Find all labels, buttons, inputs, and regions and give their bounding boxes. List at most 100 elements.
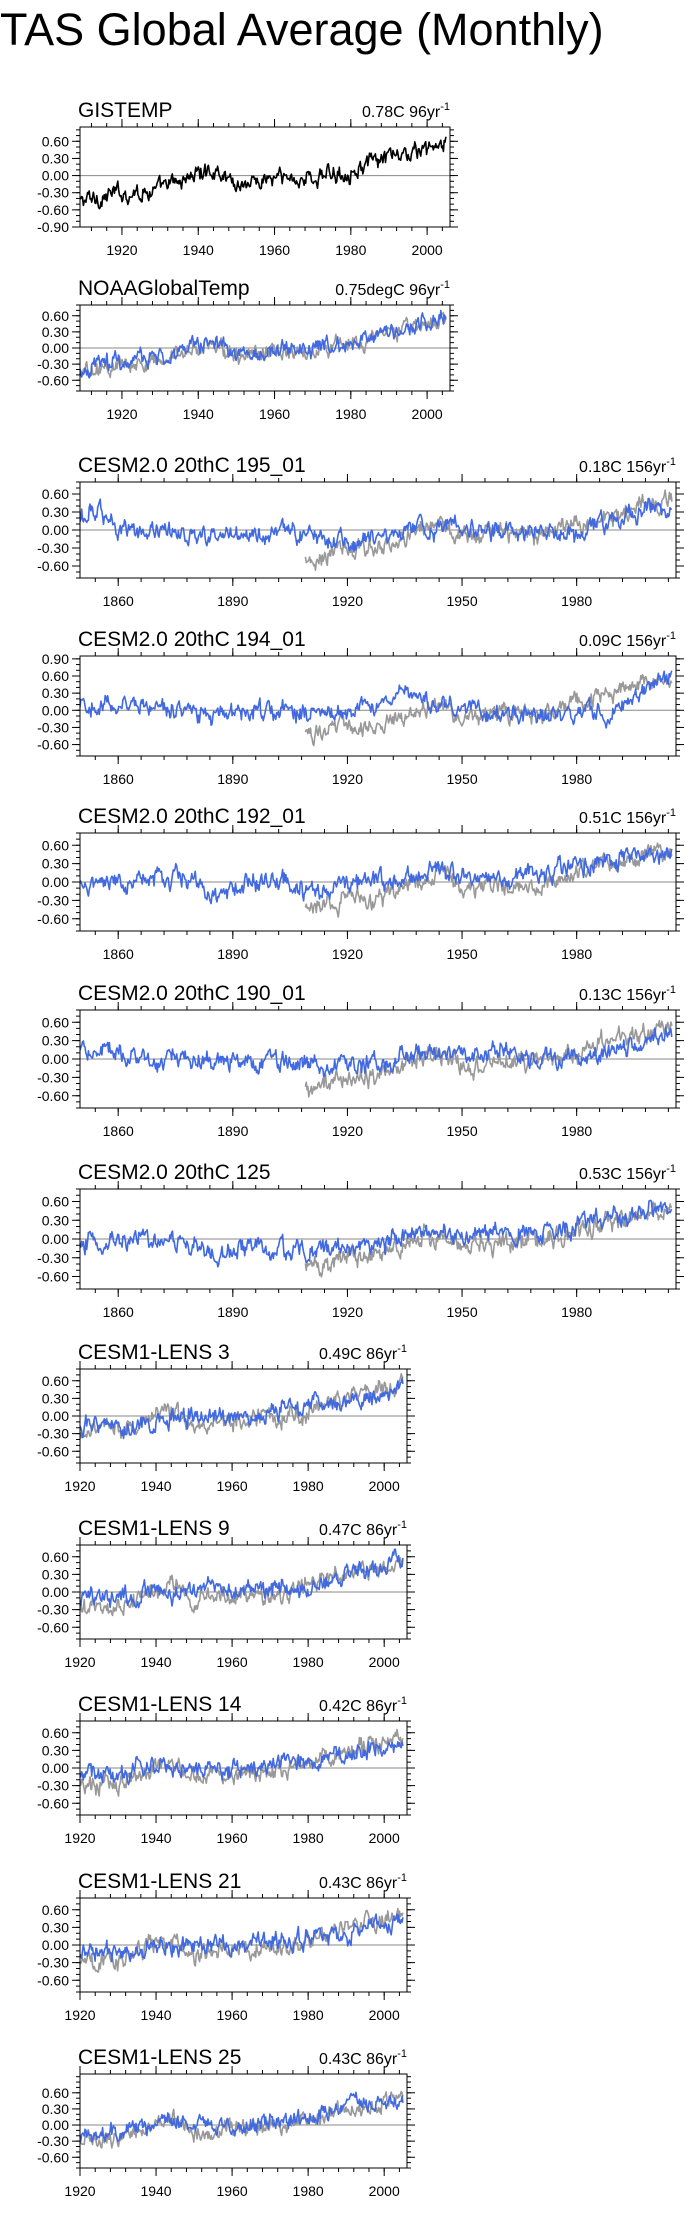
trend-text: 0.09C 156yr	[579, 633, 667, 650]
y-tick-label: -0.60	[37, 372, 69, 388]
panel-title: CESM2.0 20thC 190_01	[78, 982, 306, 1005]
x-tick-label: 1890	[217, 946, 248, 962]
x-tick-label: 1960	[217, 1478, 248, 1494]
panel-trend: 0.75degC 96yr-1	[335, 279, 450, 299]
panel-title: CESM1-LENS 14	[78, 1693, 242, 1716]
y-tick-label: -0.60	[37, 1088, 69, 1104]
y-tick-label: 0.30	[42, 504, 69, 520]
x-tick-label: 1920	[332, 1123, 363, 1139]
panel-trend: 0.49C 86yr-1	[319, 1343, 407, 1363]
trend-text: 0.43C 86yr	[319, 2051, 398, 2068]
panel-trend: 0.53C 156yr-1	[579, 1163, 676, 1183]
x-tick-label: 1980	[561, 946, 592, 962]
panel-title: CESM1-LENS 25	[78, 2046, 241, 2069]
x-tick-label: 1980	[293, 2183, 324, 2199]
y-tick-label: 0.60	[42, 1725, 69, 1741]
y-tick-label: 0.60	[42, 1194, 69, 1210]
x-tick-label: 1950	[446, 946, 477, 962]
x-tick-label: 2000	[412, 406, 443, 422]
x-tick-label: 1940	[140, 2183, 171, 2199]
x-tick-label: 1980	[293, 2007, 324, 2023]
series-line-1	[80, 497, 673, 553]
series-line-1	[80, 1199, 673, 1268]
y-tick-label: -0.30	[37, 719, 69, 735]
panel-trend: 0.47C 86yr-1	[319, 1519, 407, 1539]
x-tick-label: 1940	[140, 1654, 171, 1670]
x-tick-label: 1920	[106, 242, 137, 258]
panel-trend: 0.18C 156yr-1	[579, 456, 676, 476]
x-tick-label: 1860	[103, 593, 134, 609]
y-tick-label: 0.60	[42, 837, 69, 853]
x-tick-label: 1950	[446, 771, 477, 787]
x-tick-label: 1980	[293, 1654, 324, 1670]
y-tick-label: -0.30	[37, 1602, 69, 1618]
panel-8: CESM1-LENS 3 0.49C 86yr-1 0.600.30 0.00 -0.3…	[37, 1341, 415, 1494]
obs-line-gistemp	[80, 1557, 404, 1617]
plot-frame	[79, 126, 451, 228]
panel-1: GISTEMP 0.78C 96yr-1 0.600.30 0.00-0.30-0.6…	[37, 99, 458, 258]
y-tick-label: 0.30	[42, 1919, 69, 1935]
trend-text: 0.42C 86yr	[319, 1698, 398, 1715]
y-tick-label: -0.30	[37, 185, 69, 201]
x-tick-label: 1920	[64, 1654, 95, 1670]
x-tick-label: 1960	[259, 242, 290, 258]
trend-exponent: -1	[666, 984, 676, 996]
y-tick-label: 0.30	[42, 2101, 69, 2117]
x-tick-label: 1920	[64, 1830, 95, 1846]
x-tick-label: 2000	[369, 1830, 400, 1846]
y-tick-label: 0.00	[42, 1231, 69, 1247]
panel-3: CESM2.0 20thC 195_01 0.18C 156yr-1 0.60 0.3…	[37, 454, 684, 609]
panel-title: CESM2.0 20thC 194_01	[78, 628, 306, 651]
x-tick-label: 1920	[332, 771, 363, 787]
x-tick-label: 1960	[217, 1654, 248, 1670]
y-tick-label: 0.30	[42, 1390, 69, 1406]
y-tick-label: 0.30	[42, 1033, 69, 1049]
y-tick-label: 0.60	[42, 308, 69, 324]
panel-trend: 0.78C 96yr-1	[362, 101, 450, 121]
x-tick-label: 1920	[332, 946, 363, 962]
y-tick-label: 0.30	[42, 1566, 69, 1582]
trend-text: 0.75degC 96yr	[335, 282, 441, 299]
obs-line-gistemp	[80, 311, 447, 379]
x-tick-label: 1960	[259, 406, 290, 422]
series-line-gistemp	[80, 136, 447, 210]
y-tick-label: 0.30	[42, 1212, 69, 1228]
x-tick-label: 1940	[140, 1478, 171, 1494]
x-tick-label: 1980	[335, 406, 366, 422]
x-tick-label: 1980	[561, 1304, 592, 1320]
y-tick-label: 0.00	[42, 874, 69, 890]
y-tick-label: 0.30	[42, 1742, 69, 1758]
panel-title: CESM2.0 20thC 192_01	[78, 805, 306, 828]
x-tick-label: 1950	[446, 1304, 477, 1320]
y-tick-label: 0.30	[42, 150, 69, 166]
trend-exponent: -1	[666, 456, 676, 468]
panel-5: CESM2.0 20thC 192_01 0.51C 156yr-1 0.60 0.3…	[37, 805, 684, 962]
y-tick-label: -0.30	[37, 356, 69, 372]
panel-trend: 0.51C 156yr-1	[579, 807, 676, 827]
x-tick-label: 1860	[103, 946, 134, 962]
x-tick-label: 1920	[64, 1478, 95, 1494]
series-line-1	[80, 670, 673, 729]
y-tick-label: 0.60	[42, 1902, 69, 1918]
series-line-1	[80, 1026, 673, 1078]
panel-title: CESM2.0 20thC 195_01	[78, 454, 306, 477]
y-tick-label: 0.30	[42, 685, 69, 701]
y-tick-label: 0.00	[42, 1937, 69, 1953]
obs-line-gistemp	[304, 672, 673, 747]
trend-exponent: -1	[397, 2048, 407, 2060]
panel-trend: 0.13C 156yr-1	[579, 984, 676, 1004]
x-tick-label: 1920	[64, 2183, 95, 2199]
trend-text: 0.49C 86yr	[319, 1346, 398, 1363]
x-tick-label: 1960	[217, 2007, 248, 2023]
y-tick-label: -0.30	[37, 540, 69, 556]
y-tick-label: -0.60	[37, 1269, 69, 1285]
panel-title: NOAAGlobalTemp	[78, 277, 250, 300]
panel-10: CESM1-LENS 14 0.42C 86yr-1 0.600.30 0.00 -0.…	[37, 1693, 415, 1846]
y-tick-label: -0.30	[37, 1250, 69, 1266]
y-tick-label: 0.60	[42, 668, 69, 684]
x-tick-label: 1920	[332, 1304, 363, 1320]
panel-title: CESM2.0 20thC 125	[78, 1161, 271, 1184]
series-line-1	[80, 1548, 404, 1609]
y-tick-label: -0.30	[37, 892, 69, 908]
y-tick-label: 0.30	[42, 856, 69, 872]
